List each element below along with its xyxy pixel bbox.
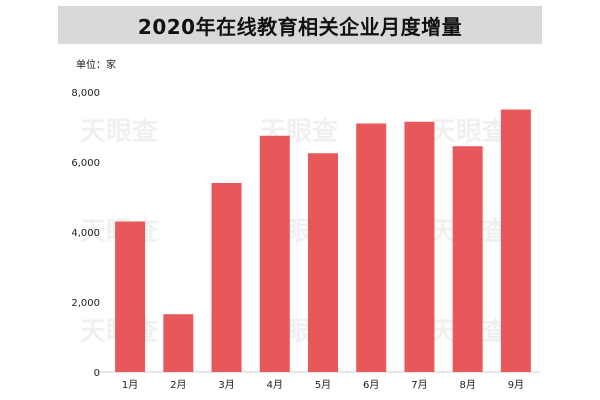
bar <box>500 109 531 372</box>
bar <box>452 146 483 372</box>
x-tick-label: 1月 <box>122 379 138 391</box>
unit-label: 单位：家 <box>76 60 116 71</box>
x-tick-label: 8月 <box>459 379 475 391</box>
y-tick-label: 4,000 <box>71 228 100 239</box>
bar <box>211 183 242 372</box>
bar <box>404 121 435 372</box>
x-tick-label: 9月 <box>508 379 524 391</box>
y-tick-label: 6,000 <box>71 158 100 169</box>
x-tick-label: 4月 <box>267 379 283 391</box>
bars-group <box>115 109 531 372</box>
bar <box>259 135 290 372</box>
bar <box>308 153 338 372</box>
x-tick-label: 7月 <box>411 379 427 391</box>
x-axis-labels: 1月 2月 3月 4月 5月 6月 7月 8月 9月 <box>122 379 524 391</box>
watermark-text: 天眼查 <box>80 117 158 147</box>
x-tick-label: 5月 <box>315 379 331 391</box>
bar <box>115 221 146 372</box>
watermark-text: 天眼查 <box>430 117 508 147</box>
y-tick-label: 8,000 <box>71 88 100 99</box>
x-tick-label: 2月 <box>170 379 186 391</box>
x-tick-label: 3月 <box>218 379 234 391</box>
chart-title-bar: 2020年在线教育相关企业月度增量 <box>58 6 542 44</box>
bar <box>356 123 387 372</box>
y-axis-ticks: 0 2,000 4,000 6,000 8,000 <box>71 88 100 379</box>
y-tick-label: 2,000 <box>71 298 100 309</box>
x-tick-label: 6月 <box>363 379 379 391</box>
chart-title: 2020年在线教育相关企业月度增量 <box>137 14 463 39</box>
y-tick-label: 0 <box>94 368 100 379</box>
bar <box>163 314 194 372</box>
